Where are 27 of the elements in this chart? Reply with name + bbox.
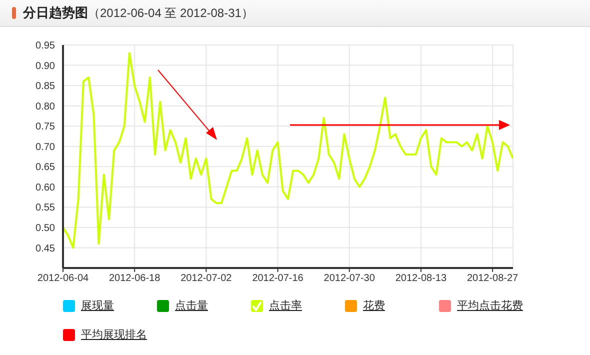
x-tick-label: 2012-07-30 (324, 273, 376, 284)
y-tick-label: 0.90 (36, 60, 56, 72)
y-tick-label: 0.75 (36, 122, 56, 133)
x-tick-label: 2012-07-16 (252, 273, 304, 284)
y-tick-label: 0.55 (36, 202, 56, 214)
legend-label: 点击量 (175, 298, 208, 313)
y-tick-label: 0.80 (36, 101, 56, 112)
legend-label: 平均展现排名 (81, 327, 147, 342)
y-tick-label: 0.45 (36, 243, 56, 254)
y-tick-label: 0.70 (36, 142, 56, 153)
x-tick-label: 2012-08-13 (395, 273, 447, 284)
x-tick-label: 2012-06-04 (37, 273, 90, 284)
line-series (63, 52, 513, 249)
x-tick-label: 2012-08-27 (466, 273, 519, 284)
legend-label: 花费 (363, 298, 385, 313)
y-tick-label: 0.85 (36, 81, 56, 92)
y-tick-label: 0.50 (36, 223, 56, 234)
x-tick-label: 2012-06-18 (109, 273, 161, 284)
y-tick-label: 0.95 (36, 40, 56, 52)
y-tick-label: 0.60 (36, 182, 56, 194)
y-tick-label: 0.65 (36, 162, 56, 174)
chart-subtitle: （2012-06-04 至 2012-08-31） (88, 4, 254, 22)
legend-label: 点击率 (269, 298, 302, 313)
chart-title: 分日趋势图 (23, 4, 88, 22)
legend-label: 展现量 (81, 298, 114, 313)
x-tick-label: 2012-07-02 (180, 273, 232, 284)
legend-label: 平均点击花费 (457, 298, 523, 313)
